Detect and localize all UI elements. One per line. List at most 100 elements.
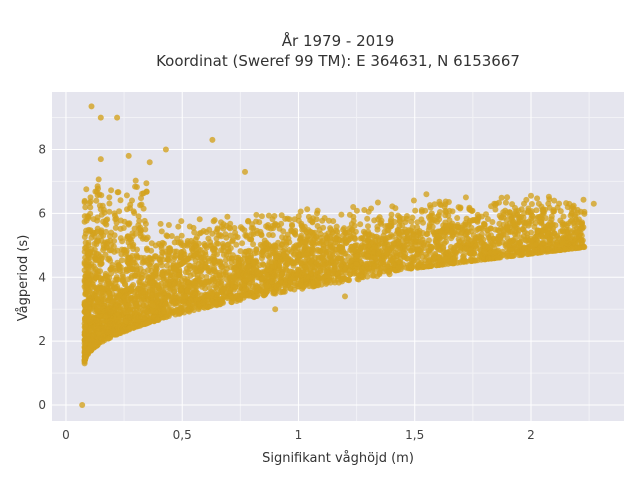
scatter-point xyxy=(375,249,381,256)
scatter-point xyxy=(549,221,556,228)
scatter-point xyxy=(93,274,100,281)
scatter-point xyxy=(409,214,416,221)
x-tick-label: 1,5 xyxy=(405,428,424,442)
scatter-point xyxy=(343,239,350,246)
scatter-point xyxy=(190,307,197,314)
scatter-point xyxy=(291,250,298,257)
scatter-point xyxy=(237,256,244,263)
scatter-point xyxy=(313,216,320,223)
scatter-point xyxy=(212,299,219,306)
scatter-point xyxy=(107,309,114,316)
scatter-point xyxy=(465,229,472,236)
scatter-point xyxy=(352,236,358,243)
y-tick-label: 4 xyxy=(38,270,46,284)
scatter-point xyxy=(141,217,148,224)
scatter-point xyxy=(498,214,505,221)
scatter-point xyxy=(372,263,379,269)
scatter-point xyxy=(81,199,88,206)
scatter-point xyxy=(338,263,344,270)
scatter-point xyxy=(365,223,371,230)
scatter-point xyxy=(315,254,322,261)
scatter-point xyxy=(317,231,324,237)
scatter-point xyxy=(119,276,126,283)
scatter-point xyxy=(111,248,118,255)
scatter-point xyxy=(210,245,217,252)
scatter-point xyxy=(118,246,125,253)
scatter-point xyxy=(146,159,153,166)
scatter-point xyxy=(350,217,357,224)
scatter-point xyxy=(358,274,365,280)
scatter-point xyxy=(251,266,257,273)
scatter-point xyxy=(413,251,420,258)
scatter-point xyxy=(581,208,588,215)
scatter-point xyxy=(314,223,321,229)
scatter-point xyxy=(170,265,177,272)
scatter-point xyxy=(413,236,420,243)
scatter-point xyxy=(489,240,496,247)
scatter-point xyxy=(431,254,438,260)
scatter-point xyxy=(114,189,121,196)
scatter-point xyxy=(377,219,384,226)
scatter-point xyxy=(191,229,198,236)
scatter-point xyxy=(523,196,530,203)
scatter-point xyxy=(171,248,178,255)
scatter-point xyxy=(157,287,164,294)
scatter-point xyxy=(462,194,469,201)
scatter-point xyxy=(83,186,90,193)
scatter-point xyxy=(384,246,391,253)
scatter-point xyxy=(579,225,586,232)
scatter-point xyxy=(134,318,141,324)
scatter-point xyxy=(117,268,124,274)
scatter-point xyxy=(414,246,421,253)
scatter-point xyxy=(186,300,193,307)
scatter-point xyxy=(178,232,185,239)
scatter-point xyxy=(102,313,109,320)
scatter-point xyxy=(195,306,202,313)
scatter-point xyxy=(305,213,312,220)
scatter-point xyxy=(484,227,491,234)
scatter-point xyxy=(165,222,172,228)
scatter-point xyxy=(318,281,325,288)
scatter-point xyxy=(85,258,92,265)
scatter-point xyxy=(502,199,509,206)
scatter-point xyxy=(103,244,110,251)
scatter-point xyxy=(455,242,461,249)
scatter-point xyxy=(220,286,227,292)
scatter-point xyxy=(440,222,447,229)
scatter-point xyxy=(281,246,288,253)
scatter-point xyxy=(211,268,218,275)
scatter-point xyxy=(539,241,546,247)
scatter-point xyxy=(330,218,337,225)
scatter-point xyxy=(436,216,443,223)
scatter-point xyxy=(266,231,273,238)
scatter-point xyxy=(365,235,372,242)
scatter-point xyxy=(541,223,547,230)
scatter-point xyxy=(140,234,147,241)
scatter-point xyxy=(323,250,330,257)
scatter-point xyxy=(120,327,127,334)
scatter-point xyxy=(427,202,433,209)
scatter-point xyxy=(453,231,460,238)
scatter-point xyxy=(525,218,532,225)
scatter-point xyxy=(142,306,149,313)
scatter-point xyxy=(545,193,552,200)
scatter-point xyxy=(220,221,227,228)
scatter-point xyxy=(443,227,450,233)
scatter-point xyxy=(532,241,539,248)
scatter-point xyxy=(474,218,481,225)
scatter-point xyxy=(568,229,575,236)
y-tick-label: 8 xyxy=(38,142,46,156)
scatter-point xyxy=(560,213,567,220)
scatter-point xyxy=(487,250,493,256)
x-tick-label: 0,5 xyxy=(173,428,192,442)
scatter-point xyxy=(112,303,119,310)
scatter-point xyxy=(105,256,112,263)
scatter-point xyxy=(573,229,580,236)
scatter-point xyxy=(267,225,274,232)
scatter-point xyxy=(175,223,182,230)
scatter-point xyxy=(328,226,335,233)
scatter-point xyxy=(158,228,165,235)
scatter-point xyxy=(218,278,224,285)
scatter-point xyxy=(563,200,570,207)
